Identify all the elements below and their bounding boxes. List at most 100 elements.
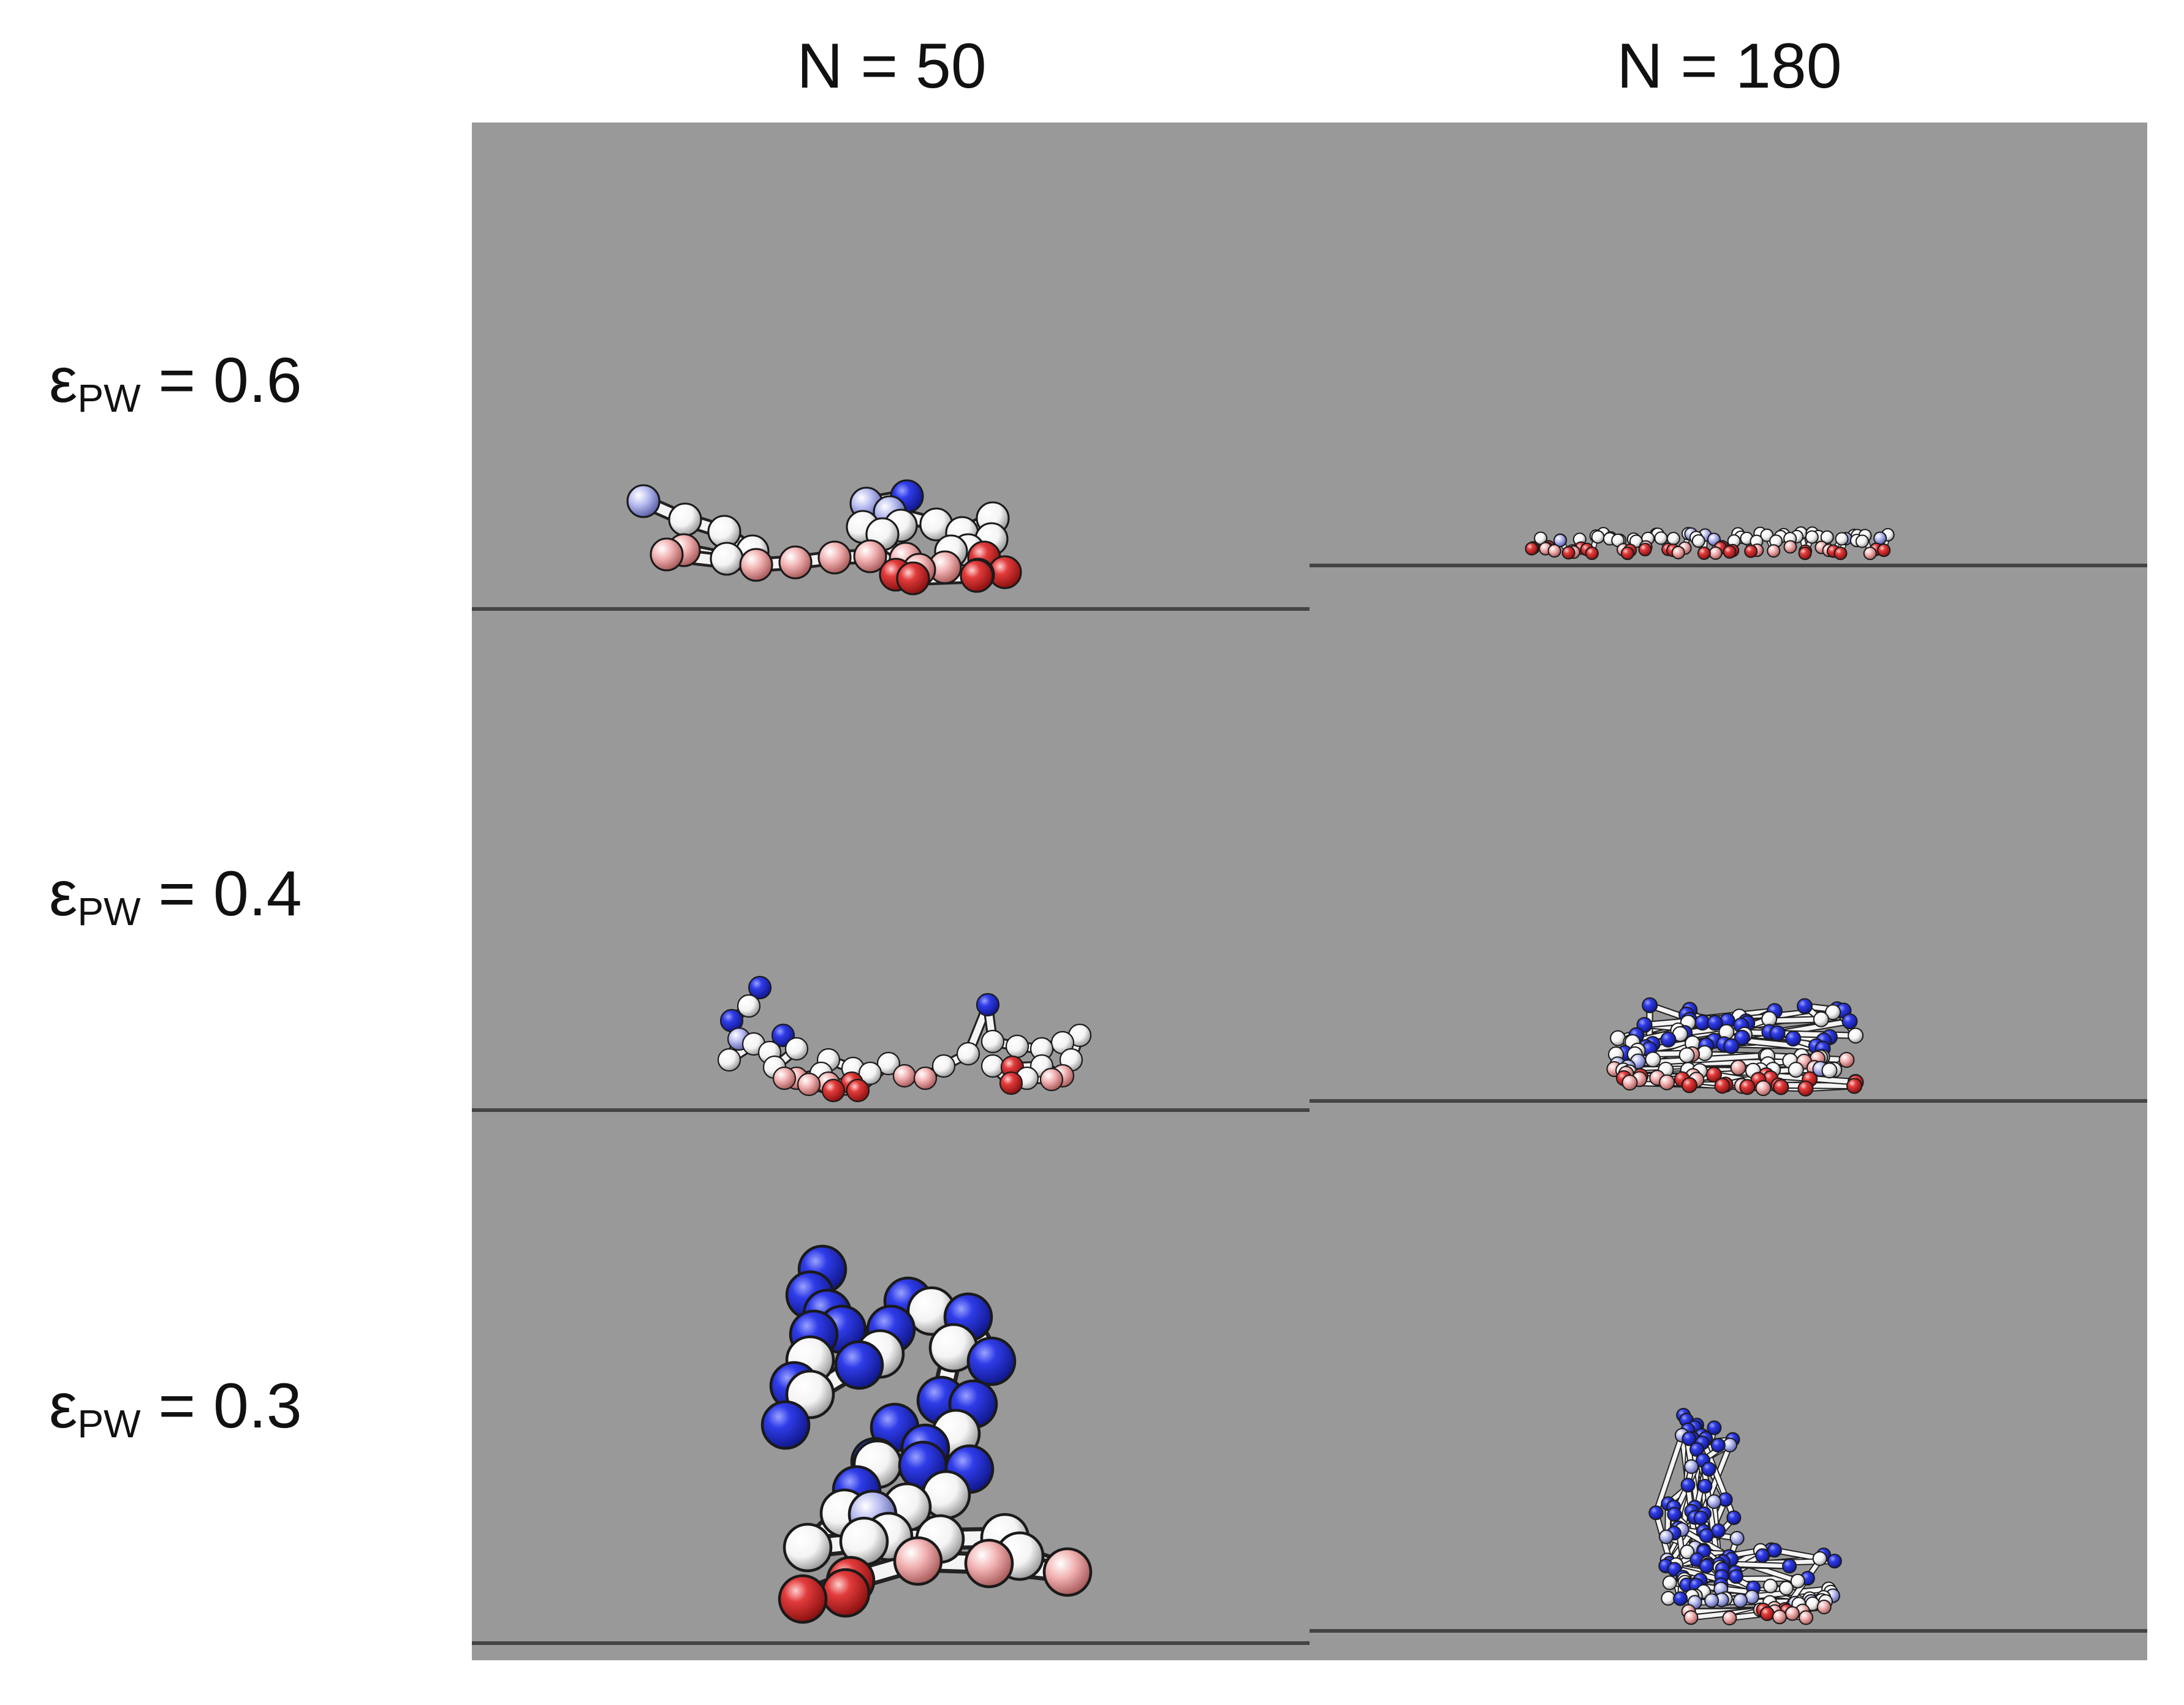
bead — [1660, 1031, 1677, 1048]
bead — [1659, 1529, 1674, 1544]
bead — [1682, 1431, 1697, 1446]
bead — [1683, 1610, 1699, 1625]
bead — [976, 992, 1000, 1017]
bead — [1591, 530, 1605, 544]
bead — [846, 1078, 870, 1103]
polymer-snapshot-n180-eps0.6 — [1525, 526, 1895, 561]
bead — [1671, 545, 1685, 559]
polymer-snapshot-n50-eps0.4 — [717, 975, 1092, 1103]
polymer-snapshot-n50-eps0.6 — [626, 479, 1022, 595]
bead — [999, 1071, 1023, 1095]
bead — [1722, 1611, 1737, 1626]
bead — [1699, 1559, 1714, 1574]
bead — [1855, 534, 1869, 548]
bead — [668, 502, 702, 537]
bond — [1699, 1443, 1732, 1521]
bead — [1704, 1593, 1720, 1608]
bead — [1638, 543, 1652, 557]
bead — [1689, 1442, 1705, 1457]
bead — [1767, 1543, 1782, 1558]
bead — [1659, 1074, 1675, 1091]
bead — [980, 1029, 1005, 1054]
bead — [1585, 546, 1599, 561]
bead — [1755, 1080, 1772, 1097]
bead — [1681, 1077, 1697, 1094]
bead — [1788, 1062, 1804, 1078]
bead — [778, 1574, 828, 1624]
epsilon-subscript: PW — [77, 890, 141, 934]
bead — [876, 1051, 901, 1076]
bead — [1848, 1027, 1864, 1044]
bead — [1667, 1507, 1682, 1522]
bead — [964, 1538, 1014, 1589]
bead — [1825, 1004, 1841, 1021]
bead — [1778, 1581, 1794, 1596]
row-value: = 0.3 — [140, 1370, 302, 1442]
bead — [1835, 532, 1849, 546]
panel-column-n180 — [1310, 123, 2147, 1660]
bead — [1621, 1075, 1638, 1091]
bead — [980, 1054, 1005, 1078]
bead — [1039, 1067, 1064, 1092]
bead — [913, 1066, 938, 1091]
column-label-n180: N = 180 — [1617, 31, 1842, 102]
bead — [1763, 1578, 1778, 1593]
bead — [1797, 998, 1813, 1015]
bead — [1812, 1551, 1827, 1566]
bead — [1661, 1590, 1676, 1606]
bead — [626, 484, 661, 518]
bead — [1525, 542, 1539, 556]
bead — [1784, 1606, 1800, 1621]
bead — [1816, 1600, 1832, 1615]
bead — [739, 548, 773, 582]
bead — [821, 1078, 846, 1103]
row-label-0.3: εPW = 0.3 — [49, 1366, 302, 1464]
bead — [1005, 1034, 1029, 1059]
bead — [1699, 1528, 1714, 1543]
bead — [778, 545, 813, 580]
bead — [1813, 1011, 1829, 1027]
bead — [1680, 1478, 1696, 1493]
bead — [1654, 531, 1668, 545]
epsilon-symbol: ε — [49, 1370, 78, 1442]
bead — [1755, 1548, 1770, 1563]
bead — [817, 540, 852, 575]
row-value: = 0.6 — [140, 345, 302, 416]
bead — [1734, 1029, 1750, 1046]
bead — [784, 1037, 809, 1061]
bead — [1838, 1052, 1855, 1068]
bead — [1772, 1609, 1787, 1625]
bead — [892, 1064, 917, 1088]
bead — [1769, 1025, 1786, 1042]
bead — [821, 1568, 871, 1618]
bead — [1783, 540, 1797, 554]
bead — [1547, 544, 1561, 558]
bead — [1821, 1062, 1838, 1079]
bead — [1728, 1569, 1743, 1584]
bead — [1662, 1575, 1677, 1590]
bead — [1553, 534, 1567, 548]
bead — [1739, 1079, 1756, 1095]
bead — [717, 1048, 741, 1072]
bead — [1782, 1559, 1797, 1574]
bead — [1673, 1591, 1688, 1606]
bead — [748, 975, 772, 1000]
bead — [1841, 1013, 1858, 1030]
bead — [1697, 1478, 1713, 1494]
bead — [1723, 545, 1737, 559]
bead — [1680, 1544, 1695, 1560]
bead — [1799, 1610, 1814, 1625]
bead — [1678, 1047, 1695, 1064]
bead — [710, 542, 744, 576]
bead — [1708, 546, 1723, 560]
bead — [1846, 1078, 1863, 1094]
bead — [760, 1400, 811, 1450]
bead — [1642, 997, 1658, 1013]
bead — [931, 1054, 956, 1078]
column-label-n50: N = 50 — [797, 31, 987, 102]
bead — [1723, 1038, 1740, 1054]
bead — [1707, 1015, 1723, 1031]
polymer-snapshot-n50-eps0.3 — [760, 1244, 1093, 1624]
bead — [1744, 544, 1758, 558]
